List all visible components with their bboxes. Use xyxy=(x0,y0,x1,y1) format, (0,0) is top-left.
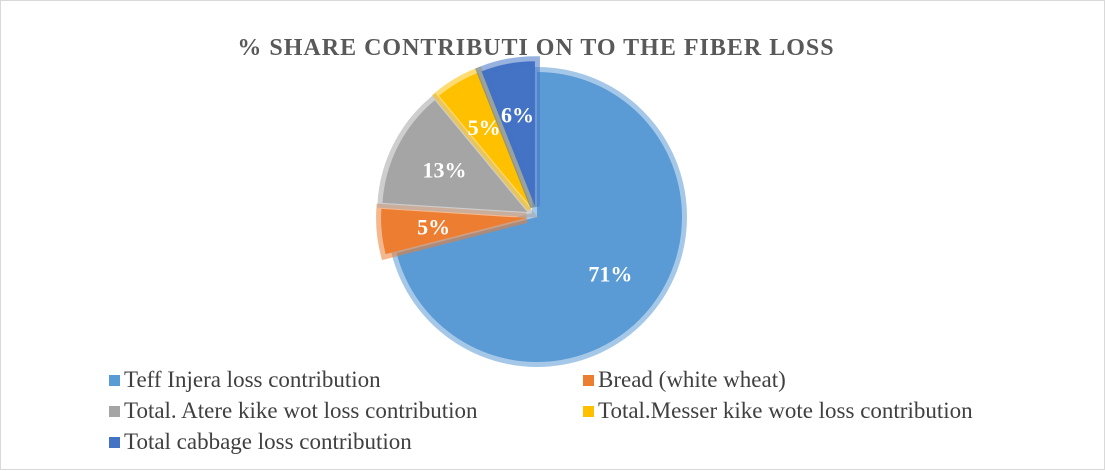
legend-label-atere-kike-wot: Total. Atere kike wot loss contribution xyxy=(124,398,478,423)
legend-label-bread: Bread (white wheat) xyxy=(598,367,786,392)
legend-swatch-messer-kike-wote xyxy=(583,405,594,417)
pie-slice-teff-injera xyxy=(390,66,687,367)
data-label-teff-injera: 71% xyxy=(588,261,632,286)
legend-swatch-bread xyxy=(583,374,594,386)
legend-item-messer-kike-wote: Total.Messer kike wote loss contribution xyxy=(583,398,973,424)
legend-item-bread: Bread (white wheat) xyxy=(583,367,786,393)
data-label-atere-kike-wot: 13% xyxy=(423,157,467,182)
data-label-cabbage: 6% xyxy=(501,103,534,128)
data-label-bread: 5% xyxy=(417,214,450,239)
pie-slice-cabbage xyxy=(475,56,540,209)
legend-label-teff-injera: Teff Injera loss contribution xyxy=(124,367,381,392)
pie-slice-atere-kike-wot xyxy=(377,93,539,218)
pie-slice-bread xyxy=(376,203,528,261)
legend-label-messer-kike-wote: Total.Messer kike wote loss contribution xyxy=(598,398,973,423)
legend-swatch-atere-kike-wot xyxy=(109,405,120,417)
legend-item-cabbage: Total cabbage loss contribution xyxy=(109,429,412,455)
legend-swatch-cabbage xyxy=(109,436,120,448)
data-label-messer-kike-wote: 5% xyxy=(468,115,501,140)
legend-label-cabbage: Total cabbage loss contribution xyxy=(124,429,412,454)
legend-item-atere-kike-wot: Total. Atere kike wot loss contribution xyxy=(109,398,478,424)
legend-swatch-teff-injera xyxy=(109,374,120,386)
legend-item-teff-injera: Teff Injera loss contribution xyxy=(109,367,381,393)
